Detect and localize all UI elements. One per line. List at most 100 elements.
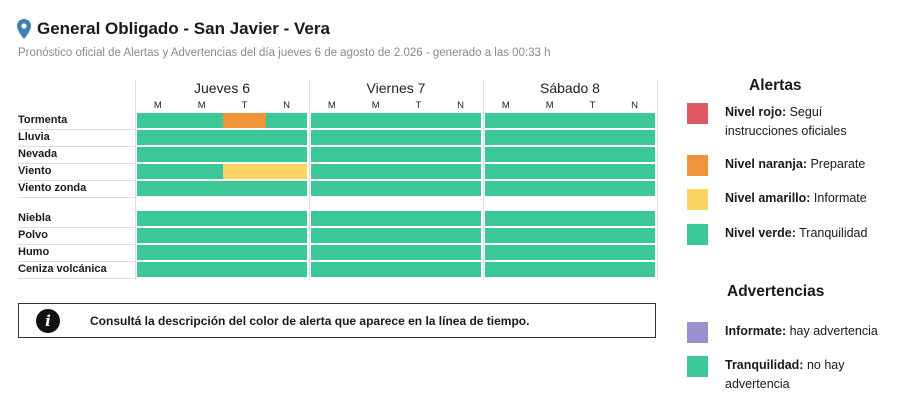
timeline-cell-verde xyxy=(571,130,614,145)
timeline-cell-verde xyxy=(354,113,397,128)
day-header: Jueves 6 xyxy=(193,80,251,96)
timeline-cell-verde xyxy=(571,211,614,226)
legend-text: Nivel rojo: Seguí instrucciones oficiale… xyxy=(725,103,895,141)
timeline-cell-verde xyxy=(266,262,307,277)
timeline-cell-verde xyxy=(528,113,571,128)
legend-level: Tranquilidad: xyxy=(725,358,804,372)
timeline-cell-verde xyxy=(485,228,528,243)
day-separator xyxy=(657,80,658,280)
timeline-cell-verde xyxy=(311,211,354,226)
timeline-cell-verde xyxy=(614,164,655,179)
timeline-cell-verde xyxy=(354,130,397,145)
slot-label: M xyxy=(327,100,336,111)
timeline-cell-verde xyxy=(397,211,440,226)
timeline-cell-verde xyxy=(397,147,440,162)
row-divider xyxy=(18,227,136,228)
timeline-cell-verde xyxy=(528,228,571,243)
header: General Obligado - San Javier - Vera xyxy=(17,19,330,39)
timeline-cell-verde xyxy=(571,164,614,179)
timeline-cell-verde xyxy=(440,228,481,243)
row-divider xyxy=(18,129,136,130)
timeline-cell-verde xyxy=(223,130,266,145)
timeline-cell-verde xyxy=(614,228,655,243)
timeline-cell-verde xyxy=(137,113,180,128)
row-divider xyxy=(18,163,136,164)
timeline-cell-amarillo xyxy=(223,164,266,179)
day-header: Sábado 8 xyxy=(540,80,600,96)
row-label: Ceniza volcánica xyxy=(18,263,107,275)
row-label: Niebla xyxy=(18,212,52,224)
slot-label: N xyxy=(457,100,465,111)
legend-item: Informate: hay advertencia xyxy=(687,322,895,343)
legend-description: Informate xyxy=(810,191,867,205)
legend-text: Nivel naranja: Preparate xyxy=(725,155,895,174)
timeline-cell-verde xyxy=(614,113,655,128)
row-label: Humo xyxy=(18,246,50,258)
timeline-cell-verde xyxy=(223,147,266,162)
legend-level: Nivel rojo: xyxy=(725,105,787,119)
timeline-cell-verde xyxy=(180,164,223,179)
legend-swatch xyxy=(687,189,708,210)
row-divider xyxy=(18,261,136,262)
info-icon: i xyxy=(36,308,60,333)
legend-swatch xyxy=(687,103,708,124)
legend-level: Informate: xyxy=(725,324,787,338)
timeline-cell-verde xyxy=(485,262,528,277)
info-text: Consultá la descripción del color de ale… xyxy=(90,313,530,328)
legend-level: Nivel naranja: xyxy=(725,157,807,171)
slot-label: M xyxy=(153,100,162,111)
slot-label: N xyxy=(631,100,639,111)
slot-label: M xyxy=(501,100,510,111)
timeline-cell-verde xyxy=(354,228,397,243)
timeline-cell-verde xyxy=(266,245,307,260)
timeline-cell-verde xyxy=(528,245,571,260)
slot-label: M xyxy=(371,100,380,111)
timeline-cell-verde xyxy=(311,181,354,196)
timeline-cell-verde xyxy=(354,262,397,277)
timeline-cell-verde xyxy=(440,211,481,226)
timeline-cell-verde xyxy=(440,164,481,179)
slot-label: T xyxy=(241,100,248,111)
day-separator xyxy=(483,80,484,280)
timeline-cell-verde xyxy=(137,130,180,145)
timeline-cell-verde xyxy=(223,211,266,226)
row-label: Viento zonda xyxy=(18,182,87,194)
legend-swatch xyxy=(687,224,708,245)
timeline-cell-verde xyxy=(397,245,440,260)
timeline-cell-verde xyxy=(180,113,223,128)
row-label: Polvo xyxy=(18,229,48,241)
row-divider xyxy=(18,244,136,245)
timeline-cell-verde xyxy=(137,245,180,260)
timeline-cell-verde xyxy=(571,181,614,196)
timeline-cell-verde xyxy=(397,113,440,128)
timeline-cell-verde xyxy=(311,147,354,162)
timeline-cell-verde xyxy=(223,228,266,243)
timeline-cell-verde xyxy=(614,130,655,145)
timeline-cell-verde xyxy=(137,147,180,162)
timeline-cell-verde xyxy=(311,262,354,277)
slot-label: N xyxy=(283,100,291,111)
legend-swatch xyxy=(687,356,708,377)
timeline-cell-verde xyxy=(354,211,397,226)
legend-item: Tranquilidad: no hay advertencia xyxy=(687,356,895,394)
legend-description: Tranquilidad xyxy=(795,226,868,240)
timeline-cell-verde xyxy=(614,181,655,196)
timeline-cell-verde xyxy=(180,147,223,162)
timeline-cell-verde xyxy=(137,181,180,196)
timeline-cell-verde xyxy=(397,181,440,196)
legend-alerts-title: Alertas xyxy=(749,77,802,94)
timeline-cell-verde xyxy=(180,228,223,243)
timeline-cell-verde xyxy=(397,262,440,277)
timeline-cell-verde xyxy=(528,164,571,179)
timeline-cell-verde xyxy=(528,130,571,145)
timeline-cell-verde xyxy=(266,211,307,226)
timeline-cell-verde xyxy=(266,228,307,243)
timeline-cell-verde xyxy=(354,147,397,162)
timeline-cell-verde xyxy=(311,113,354,128)
timeline-cell-amarillo xyxy=(266,164,307,179)
slot-label: T xyxy=(415,100,422,111)
timeline-cell-verde xyxy=(311,130,354,145)
